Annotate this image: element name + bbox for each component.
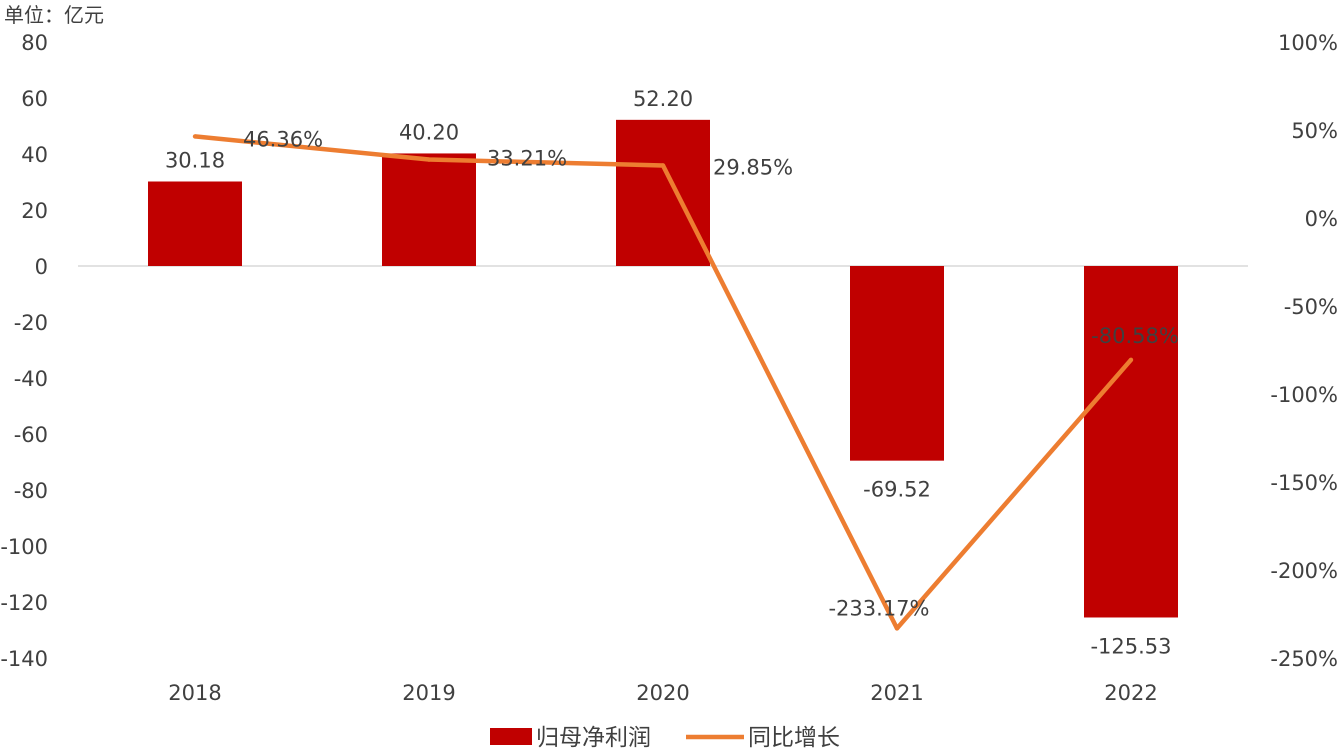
x-tick-label: 2019 <box>402 681 455 705</box>
y-right-tick-label: -200% <box>1270 559 1338 583</box>
unit-label: 单位：亿元 <box>4 3 104 27</box>
bar-value-label: 40.20 <box>399 120 459 144</box>
bar-2022 <box>1084 266 1178 618</box>
growth-value-label: 29.85% <box>713 155 793 179</box>
y-left-tick-label: 80 <box>21 31 48 55</box>
y-left-tick-label: -120 <box>0 591 48 615</box>
y-left-tick-label: 20 <box>21 199 48 223</box>
y-left-tick-label: -80 <box>14 479 48 503</box>
growth-value-label: 46.36% <box>243 127 323 151</box>
y-left-tick-label: -60 <box>14 423 48 447</box>
y-right-tick-label: -100% <box>1270 383 1338 407</box>
growth-value-label: -233.17% <box>828 596 929 620</box>
y-left-tick-label: 60 <box>21 87 48 111</box>
x-tick-label: 2020 <box>636 681 689 705</box>
y-right-axis: 100% 50% 0% -50% -100% -150% -200% -250% <box>1270 31 1338 671</box>
x-tick-label: 2022 <box>1104 681 1157 705</box>
growth-point-2020 <box>660 163 666 168</box>
bar-data-labels: 30.18 40.20 52.20 -69.52 -125.53 <box>165 87 1172 659</box>
y-right-tick-label: -50% <box>1284 295 1338 319</box>
growth-point-2021 <box>894 626 900 631</box>
growth-value-label: -80.58% <box>1091 324 1179 348</box>
bar-value-label: -69.52 <box>863 478 931 502</box>
growth-point-2022 <box>1128 357 1134 363</box>
y-right-tick-label: 0% <box>1305 207 1338 231</box>
bar-2021 <box>850 266 944 461</box>
legend-swatch-bar <box>490 728 532 745</box>
y-left-tick-label: 40 <box>21 143 48 167</box>
y-left-tick-label: -40 <box>14 367 48 391</box>
y-left-tick-label: -20 <box>14 311 48 335</box>
x-axis: 2018 2019 2020 2021 2022 <box>168 681 1157 705</box>
x-tick-label: 2021 <box>870 681 923 705</box>
growth-point-2018 <box>192 134 198 139</box>
y-right-tick-label: -250% <box>1270 647 1338 671</box>
y-left-tick-label: -140 <box>0 647 48 671</box>
y-left-tick-label: 0 <box>35 255 48 279</box>
bar-2020 <box>616 119 710 266</box>
line-series <box>192 134 1134 631</box>
growth-value-label: 33.21% <box>487 147 567 171</box>
bar-series <box>148 119 1178 618</box>
bar-2019 <box>382 153 476 266</box>
legend-label-line: 同比增长 <box>748 725 840 750</box>
y-right-tick-label: 50% <box>1291 119 1338 143</box>
legend-label-bar: 归母净利润 <box>536 725 651 750</box>
y-right-tick-label: 100% <box>1278 31 1338 55</box>
bar-value-label: -125.53 <box>1090 634 1171 658</box>
bar-value-label: 52.20 <box>633 87 693 111</box>
bar-value-label: 30.18 <box>165 148 225 172</box>
bar-2018 <box>148 181 242 266</box>
y-right-tick-label: -150% <box>1270 471 1338 495</box>
line-data-labels: 46.36% 33.21% 29.85% -233.17% -80.58% <box>243 127 1179 620</box>
growth-point-2019 <box>426 157 432 162</box>
legend: 归母净利润 同比增长 <box>490 725 840 750</box>
x-tick-label: 2018 <box>168 681 221 705</box>
y-left-tick-label: -100 <box>0 535 48 559</box>
y-left-axis: 80 60 40 20 0 -20 -40 -60 -80 -100 -120 -140 <box>0 31 48 671</box>
